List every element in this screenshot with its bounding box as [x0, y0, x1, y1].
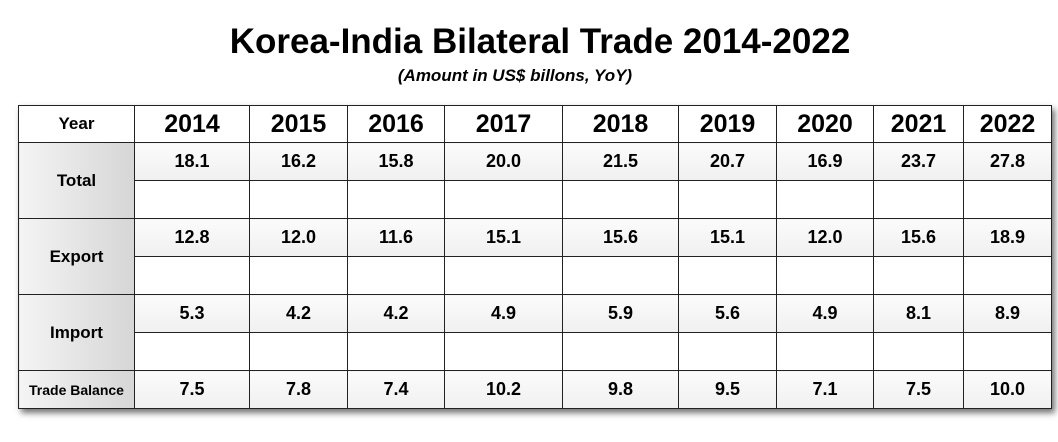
empty-cell: [776, 332, 874, 371]
table-cell: 15.1: [678, 218, 777, 257]
table-cell: 11.6: [347, 218, 445, 257]
table-cell: 7.4: [347, 370, 445, 409]
year-header: 2020: [776, 105, 874, 143]
table-cell: 9.5: [678, 370, 777, 409]
table-cell: 18.9: [963, 218, 1052, 257]
table-cell: 10.2: [444, 370, 563, 409]
empty-cell: [678, 332, 777, 371]
empty-cell: [562, 180, 679, 219]
table-cell: 5.6: [678, 294, 777, 333]
empty-cell: [347, 332, 445, 371]
table-cell: 21.5: [562, 142, 679, 181]
header-row: Year 2014 2015 2016 2017 2018 2019 2020 …: [18, 105, 1052, 143]
table-cell: 15.6: [873, 218, 964, 257]
empty-cell: [776, 180, 874, 219]
year-header: 2018: [562, 105, 679, 143]
table-cell: 8.1: [873, 294, 964, 333]
row-label-import: Import: [18, 294, 135, 371]
year-header: 2017: [444, 105, 563, 143]
row-label-trade-balance: Trade Balance: [18, 370, 135, 409]
empty-cell: [873, 256, 964, 295]
empty-cell: [249, 332, 348, 371]
year-header: 2014: [134, 105, 250, 143]
empty-cell: [963, 180, 1052, 219]
empty-cell: [134, 180, 250, 219]
empty-cell: [678, 256, 777, 295]
empty-cell: [873, 332, 964, 371]
table-cell: 12.0: [776, 218, 874, 257]
empty-cell: [134, 332, 250, 371]
corner-label: Year: [18, 105, 135, 143]
year-header: 2021: [873, 105, 964, 143]
empty-cell: [347, 180, 445, 219]
table-cell: 20.0: [444, 142, 563, 181]
table-cell: 12.0: [249, 218, 348, 257]
table-row-total: Total 18.1 16.2 15.8 20.0 21.5 20.7 16.9…: [18, 142, 1052, 219]
table-cell: 4.9: [776, 294, 874, 333]
table-cell: 23.7: [873, 142, 964, 181]
page-title: Korea-India Bilateral Trade 2014-2022: [229, 22, 851, 61]
table-cell: 12.8: [134, 218, 250, 257]
empty-cell: [963, 256, 1052, 295]
empty-cell: [444, 256, 563, 295]
empty-cell: [873, 180, 964, 219]
empty-cell: [347, 256, 445, 295]
table-cell: 5.3: [134, 294, 250, 333]
year-header: 2022: [963, 105, 1052, 143]
table-row-blank: [19, 256, 1052, 295]
trade-table-container: Year 2014 2015 2016 2017 2018 2019 2020 …: [18, 105, 1052, 409]
empty-cell: [249, 256, 348, 295]
table-row-blank: [19, 180, 1052, 219]
table-cell: 18.1: [134, 142, 250, 181]
table-cell: 4.9: [444, 294, 563, 333]
empty-cell: [963, 332, 1052, 371]
table-cell: 7.8: [249, 370, 348, 409]
table-cell: 5.9: [562, 294, 679, 333]
year-header: 2016: [347, 105, 445, 143]
table-cell: 16.9: [776, 142, 874, 181]
table-cell: 8.9: [963, 294, 1052, 333]
empty-cell: [562, 256, 679, 295]
table-cell: 20.7: [678, 142, 777, 181]
table-cell: 15.6: [562, 218, 679, 257]
year-header: 2015: [249, 105, 348, 143]
empty-cell: [678, 180, 777, 219]
table-row-blank: [19, 332, 1052, 371]
table-cell: 10.0: [963, 370, 1052, 409]
table-cell: 4.2: [249, 294, 348, 333]
table-cell: 7.5: [873, 370, 964, 409]
table-cell: 27.8: [963, 142, 1052, 181]
empty-cell: [444, 180, 563, 219]
table-row-import: Import 5.3 4.2 4.2 4.9 5.9 5.6 4.9 8.1 8…: [18, 294, 1052, 371]
table-cell: 15.8: [347, 142, 445, 181]
table-row-export: Export 12.8 12.0 11.6 15.1 15.6 15.1 12.…: [18, 218, 1052, 295]
table-cell: 9.8: [562, 370, 679, 409]
row-label-total: Total: [18, 142, 135, 219]
empty-cell: [562, 332, 679, 371]
empty-cell: [134, 256, 250, 295]
trade-table: Year 2014 2015 2016 2017 2018 2019 2020 …: [18, 105, 1052, 409]
table-cell: 7.1: [776, 370, 874, 409]
row-label-export: Export: [18, 218, 135, 295]
table-cell: 15.1: [444, 218, 563, 257]
table-row-trade-balance: Trade Balance 7.5 7.8 7.4 10.2 9.8 9.5 7…: [18, 370, 1052, 409]
empty-cell: [444, 332, 563, 371]
page-subtitle: (Amount in US$ billons, YoY): [397, 66, 633, 85]
table-cell: 16.2: [249, 142, 348, 181]
table-cell: 7.5: [134, 370, 250, 409]
year-header: 2019: [678, 105, 777, 143]
empty-cell: [776, 256, 874, 295]
table-cell: 4.2: [347, 294, 445, 333]
empty-cell: [249, 180, 348, 219]
